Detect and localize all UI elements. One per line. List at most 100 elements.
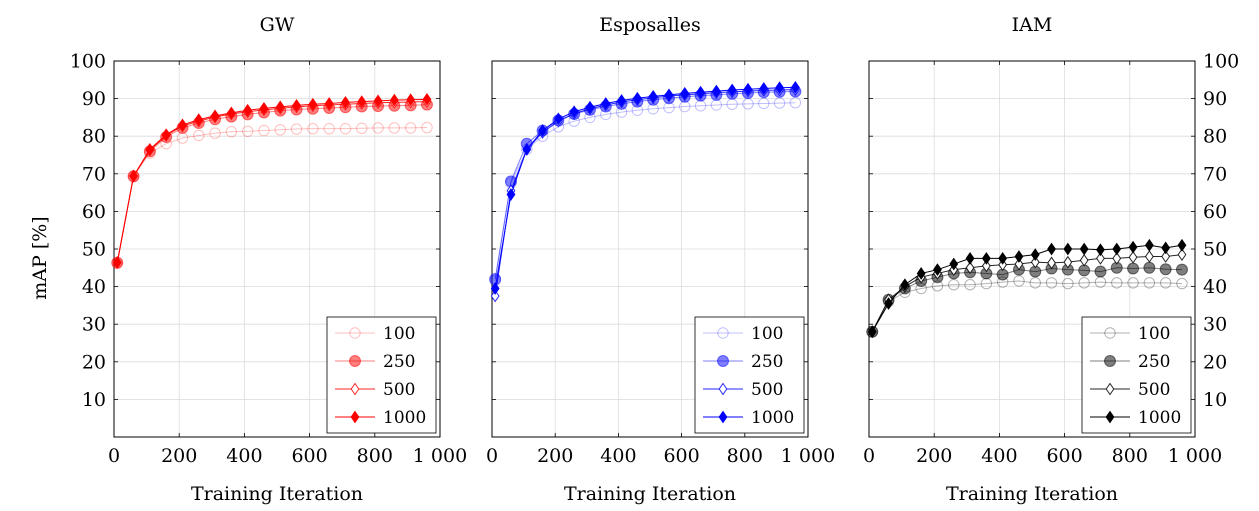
legend-label: 250	[383, 352, 415, 372]
data-point	[275, 100, 285, 114]
data-point	[679, 100, 691, 113]
ticks: 0 200 400 600 800 1 000	[486, 60, 835, 467]
data-point	[1161, 250, 1171, 263]
y-tick-label: 100	[1203, 51, 1239, 73]
y-tick-label: 80	[1203, 126, 1227, 148]
x-tick-label: 1 000	[1168, 445, 1222, 467]
data-point	[998, 252, 1008, 265]
chart-panel-1: 0 200 400 600 800 1 000 10 20 30 40 50 60 70 80 90 100 G…	[70, 14, 467, 505]
y-tick-label: 70	[82, 163, 106, 185]
data-point	[1143, 277, 1156, 289]
x-tick-label: 400	[600, 445, 636, 467]
data-point	[1078, 277, 1090, 289]
legend: 100 250 500 1000	[1081, 316, 1192, 434]
data-point	[694, 100, 707, 112]
x-tick-label: 0	[108, 445, 120, 467]
data-point	[274, 124, 286, 136]
legend-entry: 500	[1090, 380, 1170, 400]
legend-marker	[1104, 327, 1116, 339]
data-point	[422, 92, 432, 106]
data-point	[965, 252, 975, 265]
data-point	[553, 112, 563, 126]
data-point	[900, 278, 910, 292]
series-1000	[112, 92, 432, 269]
legend-box	[1081, 316, 1192, 434]
data-point	[726, 98, 738, 110]
y-tick-label: 60	[82, 201, 106, 223]
data-point	[711, 84, 721, 98]
data-point	[145, 142, 155, 156]
data-point	[1062, 277, 1074, 290]
data-point	[884, 297, 893, 310]
y-tick-label: 100	[70, 51, 106, 73]
data-point	[1112, 242, 1122, 256]
data-point	[933, 263, 942, 277]
data-point	[1143, 261, 1156, 274]
y-tick-label: 10	[82, 389, 106, 411]
data-point	[1079, 242, 1089, 256]
y-tick-label: 50	[1203, 239, 1227, 261]
x-axis-label: Training Iteration	[564, 483, 736, 505]
chart-panel-3: 0 200 400 600 800 1 000 10 20 30 40 50 60 70 80 90 100 I…	[863, 14, 1239, 505]
data-point	[1177, 248, 1187, 262]
legend-label: 500	[751, 380, 783, 400]
x-axis-label: Training Iteration	[191, 483, 363, 505]
series-line	[494, 89, 796, 297]
data-point	[1079, 253, 1089, 267]
data-point	[789, 97, 802, 109]
y-tick-label: 40	[1203, 276, 1227, 298]
data-point	[632, 91, 642, 105]
legend-box	[694, 316, 805, 434]
x-tick-label: 600	[291, 445, 327, 467]
series-line	[116, 127, 427, 263]
legend-marker	[1105, 382, 1115, 396]
data-point	[357, 95, 367, 108]
data-point	[648, 89, 658, 103]
data-point	[1047, 256, 1056, 270]
series-line	[494, 86, 796, 289]
data-point	[307, 122, 319, 135]
data-point	[389, 93, 399, 107]
legend-entry: 250	[1090, 352, 1170, 372]
series-500	[490, 83, 800, 303]
data-point	[1177, 238, 1187, 252]
legend-entry: 250	[703, 352, 783, 372]
data-point	[758, 97, 770, 110]
legend-box	[326, 316, 437, 434]
legend-label: 100	[1138, 324, 1170, 344]
y-tick-label: 20	[1203, 351, 1227, 373]
legend-marker	[1105, 410, 1115, 424]
data-point	[1144, 238, 1154, 252]
data-point	[404, 122, 417, 134]
data-point	[1175, 263, 1188, 276]
y-tick-label: 60	[1203, 201, 1227, 223]
y-tick-label: 90	[1203, 88, 1227, 110]
data-point	[790, 80, 800, 94]
data-point	[356, 122, 368, 135]
data-point	[916, 267, 926, 280]
data-point	[1128, 250, 1138, 264]
data-point	[1144, 250, 1154, 263]
legend-marker	[1104, 355, 1116, 367]
data-point	[308, 97, 318, 111]
x-tick-label: 200	[537, 445, 573, 467]
legend-entry: 500	[703, 380, 783, 400]
ticks: 0 200 400 600 800 1 000 10 20 30 40 50 60 70 80 90 100	[863, 51, 1239, 468]
data-point	[1161, 241, 1171, 255]
data-point	[1127, 262, 1140, 275]
series-100	[111, 121, 433, 268]
data-point	[292, 98, 301, 112]
data-point	[388, 122, 401, 134]
data-point	[225, 125, 238, 138]
legend-marker	[349, 327, 361, 339]
ticks: 0 200 400 600 800 1 000 10 20 30 40 50 60 70 80 90 100	[70, 51, 467, 468]
y-tick-label: 80	[82, 126, 106, 148]
x-axis-label: Training Iteration	[946, 483, 1118, 505]
data-point	[1013, 275, 1025, 287]
x-tick-label: 400	[226, 445, 262, 467]
data-point	[965, 261, 975, 275]
data-point	[241, 125, 254, 138]
y-tick-label: 40	[82, 276, 106, 298]
data-point	[1030, 248, 1040, 262]
y-tick-label: 70	[1203, 163, 1227, 185]
